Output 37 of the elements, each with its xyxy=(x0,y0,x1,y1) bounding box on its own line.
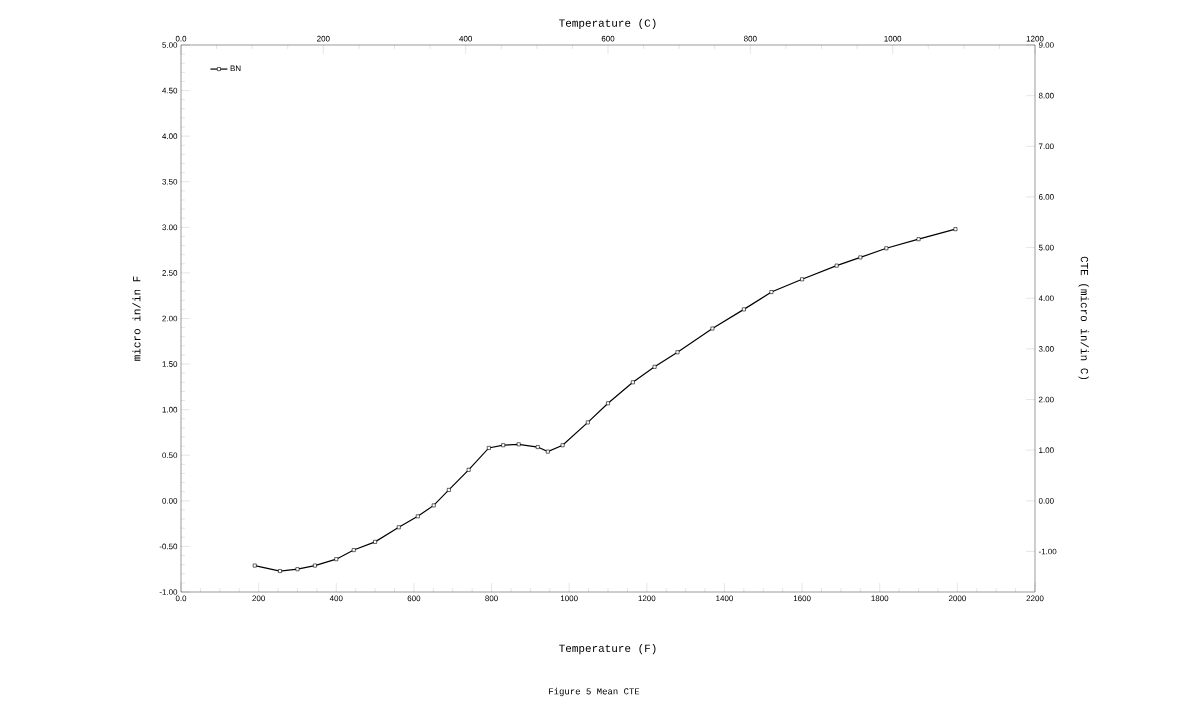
point xyxy=(415,514,420,519)
point xyxy=(446,488,451,492)
point xyxy=(916,237,921,242)
x-axis-title: Temperature (F) xyxy=(559,644,656,655)
point xyxy=(560,443,565,448)
point xyxy=(675,350,680,355)
point xyxy=(630,380,635,385)
point xyxy=(953,227,958,232)
point xyxy=(585,420,590,425)
point xyxy=(351,548,356,552)
point xyxy=(516,442,521,447)
point xyxy=(858,255,863,260)
point xyxy=(486,446,491,450)
point xyxy=(501,443,506,448)
x2-axis-title: Temperature (C) xyxy=(559,18,656,29)
point xyxy=(769,290,774,294)
point xyxy=(295,567,300,572)
point xyxy=(800,277,804,282)
y-axis-title: micro in/in F xyxy=(132,276,141,361)
point xyxy=(252,563,257,568)
point xyxy=(710,326,715,331)
point xyxy=(278,569,282,573)
point xyxy=(535,445,540,449)
point xyxy=(884,246,889,251)
caption: Figure 5 Mean CTE xyxy=(549,687,640,697)
point xyxy=(431,503,436,508)
point xyxy=(466,467,471,472)
point xyxy=(396,525,401,530)
point xyxy=(606,401,610,406)
point xyxy=(834,263,839,268)
y2-axis-title: CTE (micro in/in C) xyxy=(1078,256,1089,380)
point xyxy=(334,557,339,562)
point xyxy=(741,307,746,312)
point xyxy=(652,364,657,369)
point xyxy=(545,449,550,454)
point xyxy=(313,563,317,568)
point xyxy=(373,539,377,544)
